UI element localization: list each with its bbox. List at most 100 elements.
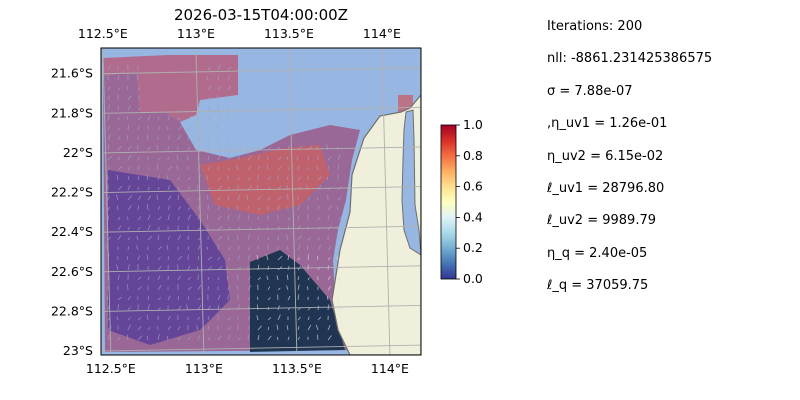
quiver-arrow xyxy=(307,196,311,201)
quiver-arrow xyxy=(327,325,331,331)
quiver-arrow xyxy=(157,307,161,311)
quiver-arrow xyxy=(207,336,211,341)
quiver-arrow xyxy=(217,185,222,191)
quiver-arrow xyxy=(307,286,309,291)
quiver-arrow xyxy=(177,146,179,151)
quiver-arrow xyxy=(207,106,211,111)
latitude-labels: 21.6°S 21.8°S 22°S 22.2°S 22.4°S 22.6°S 22.8°S… xyxy=(51,66,93,358)
quiver-arrow xyxy=(227,154,230,161)
quiver-arrow xyxy=(167,134,171,141)
latitude-gridline xyxy=(101,304,421,312)
quiver-arrow xyxy=(247,185,252,191)
quiver-arrow xyxy=(286,285,289,291)
quiver-arrow xyxy=(147,166,150,171)
quiver-arrow xyxy=(277,205,280,211)
quiver-arrow xyxy=(267,335,272,341)
quiver-arrow xyxy=(157,334,160,341)
quiver-arrow xyxy=(327,176,329,181)
quiver-arrow xyxy=(256,304,259,311)
quiver-arrow xyxy=(327,335,332,341)
quiver-arrow xyxy=(297,257,300,261)
quiver-arrow xyxy=(317,245,322,251)
quiver-arrow xyxy=(207,96,211,101)
quiver-arrow xyxy=(157,326,159,331)
quiver-arrow xyxy=(136,74,139,81)
top-longitude-label: 113°E xyxy=(177,26,215,41)
quiver-arrow xyxy=(127,324,131,331)
quiver-arrow xyxy=(177,264,179,271)
quiver-arrow xyxy=(247,315,251,321)
quiver-arrow xyxy=(177,194,179,201)
quiver-arrow xyxy=(237,214,241,221)
quiver-arrow xyxy=(107,195,110,201)
quiver-arrow xyxy=(286,176,289,181)
quiver-arrow xyxy=(106,295,109,301)
quiver-arrow xyxy=(217,64,221,71)
quiver-arrow xyxy=(237,245,240,251)
quiver-arrow xyxy=(247,285,252,291)
quiver-arrow xyxy=(127,205,132,211)
quiver-arrow xyxy=(286,325,289,331)
quiver-arrow xyxy=(157,246,163,251)
quiver-arrow xyxy=(277,235,280,241)
quiver-arrow xyxy=(157,157,161,161)
quiver-arrow xyxy=(247,215,250,221)
quiver-arrow xyxy=(217,276,220,281)
quiver-arrow xyxy=(297,224,301,231)
quiver-arrow xyxy=(127,185,131,191)
quiver-arrow xyxy=(337,245,341,251)
bottom-longitude-label: 113.5°E xyxy=(272,361,322,376)
quiver-arrow xyxy=(177,336,182,341)
quiver-arrow xyxy=(247,306,250,311)
quiver-arrow xyxy=(307,237,312,241)
quiver-arrow xyxy=(307,316,310,321)
quiver-arrow xyxy=(217,86,221,91)
quiver-arrow xyxy=(117,156,121,161)
colorbar: 0.0 0.2 0.4 0.6 0.8 1.0 xyxy=(440,117,483,286)
colorbar-gradient xyxy=(440,124,457,280)
quiver-arrow xyxy=(217,176,222,181)
quiver-arrow xyxy=(296,156,299,161)
quiver-arrow xyxy=(146,254,149,261)
quiver-arrow xyxy=(147,214,151,221)
quiver-arrow xyxy=(337,236,340,241)
quiver-arrow xyxy=(177,117,181,121)
quiver-arrow xyxy=(167,236,170,241)
quiver-arrow xyxy=(137,156,140,161)
quiver-arrow xyxy=(227,246,231,251)
quiver-arrow xyxy=(126,256,129,261)
quiver-arrow xyxy=(117,225,122,231)
quiver-arrow xyxy=(107,326,112,331)
field-region-cool xyxy=(108,170,230,345)
quiver-arrow xyxy=(207,276,210,281)
quiver-arrow xyxy=(206,214,209,221)
quiver-arrow xyxy=(207,286,209,291)
quiver-arrow xyxy=(286,234,289,241)
quiver-arrow xyxy=(107,114,110,121)
quiver-arrow xyxy=(247,335,249,341)
quiver-arrow xyxy=(187,135,189,141)
quiver-arrow xyxy=(166,335,169,341)
quiver-arrow xyxy=(156,194,159,201)
quiver-arrow xyxy=(257,335,260,341)
quiver-arrow xyxy=(167,195,172,201)
quiver-arrow xyxy=(317,176,322,181)
quiver-arrow xyxy=(137,195,142,201)
quiver-arrow xyxy=(287,225,290,231)
quiver-arrow xyxy=(297,186,302,191)
quiver-arrow xyxy=(276,324,279,331)
quiver-arrow xyxy=(127,306,132,311)
quiver-arrow xyxy=(167,295,171,301)
land-mass xyxy=(331,94,421,355)
quiver-arrow xyxy=(167,325,171,331)
map-frame xyxy=(100,47,422,356)
quiver-arrow xyxy=(197,297,201,301)
quiver-arrow xyxy=(207,136,211,141)
quiver-arrow xyxy=(227,136,230,141)
quiver-arrow xyxy=(247,254,250,261)
quiver-arrow xyxy=(137,95,141,101)
quiver-arrow xyxy=(297,276,300,281)
quiver-arrow xyxy=(226,275,229,281)
latitude-gridline xyxy=(101,344,421,352)
quiver-arrow xyxy=(157,235,160,241)
